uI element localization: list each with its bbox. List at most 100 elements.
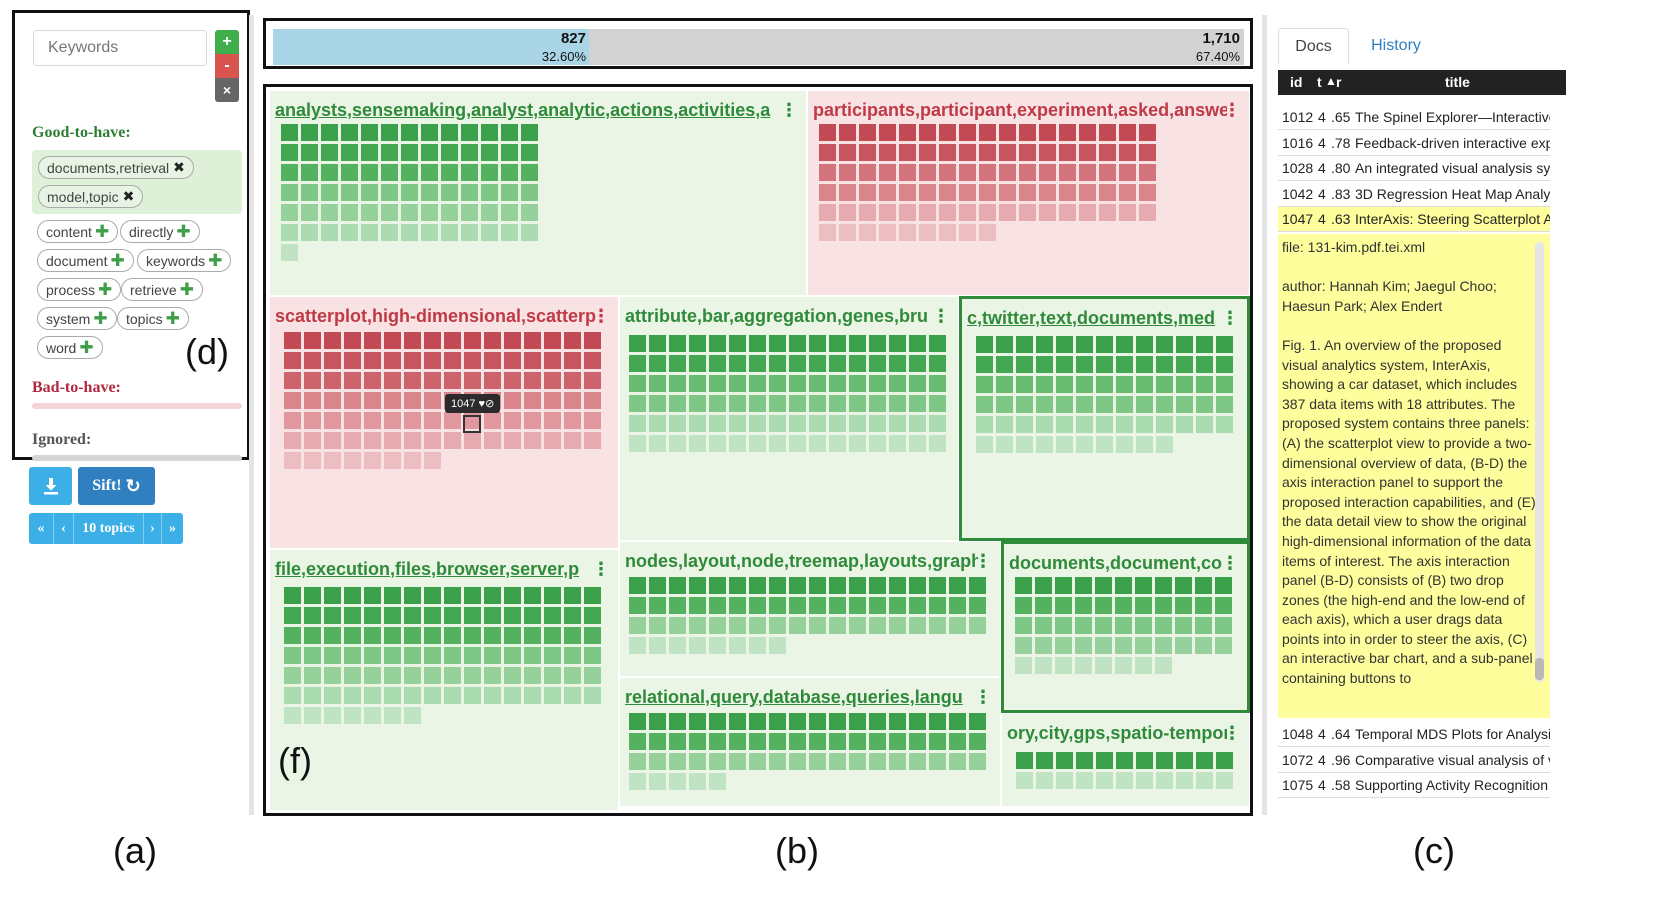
doc-row[interactable]: 1028 4 .80 An integrated visual analysis sy	[1278, 156, 1550, 181]
document-square[interactable]	[1076, 376, 1093, 393]
document-square[interactable]	[404, 392, 421, 409]
document-square[interactable]	[544, 392, 561, 409]
document-square[interactable]	[769, 355, 786, 372]
document-square[interactable]	[504, 352, 521, 369]
document-square[interactable]	[324, 607, 341, 624]
document-square[interactable]	[504, 432, 521, 449]
document-square[interactable]	[1035, 597, 1052, 614]
document-square[interactable]	[484, 432, 501, 449]
suggested-tag[interactable]: retrieve ✚	[121, 278, 203, 301]
document-square[interactable]	[889, 395, 906, 412]
document-square[interactable]	[669, 375, 686, 392]
suggested-tag[interactable]: process ✚	[37, 278, 122, 301]
document-square[interactable]	[689, 355, 706, 372]
document-square[interactable]	[1036, 436, 1053, 453]
document-square[interactable]	[361, 184, 378, 201]
document-square[interactable]	[689, 713, 706, 730]
document-square[interactable]	[809, 395, 826, 412]
document-square[interactable]	[304, 352, 321, 369]
document-square[interactable]	[949, 617, 966, 634]
doc-row[interactable]: 1075 4 .58 Supporting Activity Recognition	[1278, 773, 1550, 798]
topic-menu-icon[interactable]: ⋮	[974, 551, 992, 571]
document-square[interactable]	[829, 733, 846, 750]
document-square[interactable]	[401, 184, 418, 201]
document-square[interactable]	[689, 773, 706, 790]
document-square[interactable]	[1156, 396, 1173, 413]
document-square[interactable]	[949, 577, 966, 594]
document-square[interactable]	[521, 184, 538, 201]
document-square[interactable]	[364, 452, 381, 469]
document-square[interactable]	[424, 352, 441, 369]
document-square[interactable]	[584, 432, 601, 449]
document-square[interactable]	[384, 707, 401, 724]
document-square[interactable]	[504, 607, 521, 624]
document-square[interactable]	[1076, 416, 1093, 433]
document-square[interactable]	[629, 375, 646, 392]
column-title[interactable]: title	[1445, 74, 1470, 90]
document-square[interactable]	[1136, 376, 1153, 393]
document-square[interactable]	[939, 224, 956, 241]
document-square[interactable]	[564, 667, 581, 684]
topic-cell[interactable]: ory,city,gps,spatio-tempor ⋮	[1001, 713, 1250, 807]
document-square[interactable]	[789, 355, 806, 372]
suggested-tag[interactable]: system ✚	[37, 307, 117, 330]
document-square[interactable]	[1035, 577, 1052, 594]
document-square[interactable]	[281, 144, 298, 161]
document-square[interactable]	[999, 124, 1016, 141]
document-square[interactable]	[404, 667, 421, 684]
document-square[interactable]	[869, 753, 886, 770]
document-square[interactable]	[501, 124, 518, 141]
document-square[interactable]	[1176, 336, 1193, 353]
document-square[interactable]	[1216, 416, 1233, 433]
document-square[interactable]	[689, 375, 706, 392]
document-square[interactable]	[996, 356, 1013, 373]
document-square[interactable]	[524, 647, 541, 664]
document-square[interactable]	[341, 224, 358, 241]
document-square[interactable]	[979, 124, 996, 141]
document-square[interactable]	[281, 224, 298, 241]
document-square[interactable]	[709, 597, 726, 614]
document-square[interactable]	[749, 375, 766, 392]
document-square[interactable]	[669, 753, 686, 770]
document-square[interactable]	[829, 375, 846, 392]
document-square[interactable]	[809, 617, 826, 634]
document-square[interactable]	[1176, 752, 1193, 769]
document-square[interactable]	[976, 376, 993, 393]
document-square[interactable]	[524, 332, 541, 349]
document-square[interactable]	[424, 587, 441, 604]
document-square[interactable]	[819, 164, 836, 181]
document-square[interactable]	[521, 124, 538, 141]
document-square[interactable]	[401, 144, 418, 161]
document-square[interactable]	[689, 577, 706, 594]
document-square[interactable]	[1039, 164, 1056, 181]
document-square[interactable]	[769, 753, 786, 770]
document-square[interactable]	[649, 395, 666, 412]
document-square[interactable]	[1176, 356, 1193, 373]
irrelevant-portion[interactable]	[589, 29, 1244, 65]
document-square[interactable]	[996, 336, 1013, 353]
document-square[interactable]	[1135, 577, 1152, 594]
document-square[interactable]	[909, 355, 926, 372]
document-square[interactable]	[1036, 356, 1053, 373]
document-square[interactable]	[839, 124, 856, 141]
doc-row[interactable]: 1047 4 .63 InterAxis: Steering Scatterplot …	[1278, 207, 1550, 232]
document-square[interactable]	[524, 432, 541, 449]
document-square[interactable]	[949, 713, 966, 730]
document-square[interactable]	[689, 637, 706, 654]
document-square[interactable]	[1095, 657, 1112, 674]
document-square[interactable]	[1135, 597, 1152, 614]
document-square[interactable]	[284, 687, 301, 704]
topic-keywords[interactable]: relational,query,database,queries,langu	[625, 687, 963, 707]
document-square[interactable]	[769, 415, 786, 432]
document-square[interactable]	[321, 184, 338, 201]
document-square[interactable]	[1136, 752, 1153, 769]
document-square[interactable]	[709, 335, 726, 352]
document-square[interactable]	[421, 164, 438, 181]
document-square[interactable]	[999, 164, 1016, 181]
document-square[interactable]	[344, 452, 361, 469]
document-square[interactable]	[341, 144, 358, 161]
document-square[interactable]	[996, 376, 1013, 393]
document-square[interactable]	[709, 733, 726, 750]
document-square[interactable]	[284, 392, 301, 409]
document-square[interactable]	[344, 647, 361, 664]
